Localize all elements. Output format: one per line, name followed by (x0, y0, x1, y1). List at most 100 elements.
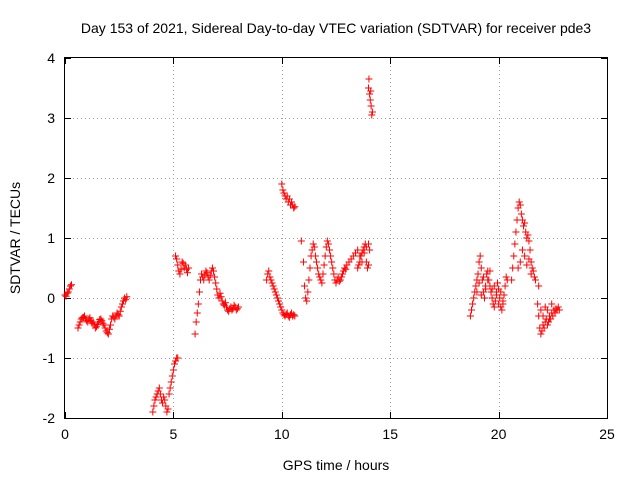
data-point (367, 102, 375, 110)
data-point (354, 264, 362, 272)
data-point (357, 252, 365, 260)
data-point (330, 270, 338, 278)
data-point (368, 111, 376, 119)
data-point (192, 318, 200, 326)
data-point (484, 276, 492, 284)
data-point (481, 294, 489, 302)
data-point (490, 282, 498, 290)
data-point (291, 312, 299, 320)
data-point (365, 75, 373, 83)
data-point (475, 279, 483, 287)
data-point (500, 291, 508, 299)
data-point (368, 108, 376, 116)
y-tick-label: -2 (43, 410, 56, 426)
x-axis-label: GPS time / hours (283, 457, 390, 473)
data-point (543, 306, 551, 314)
data-point (359, 246, 367, 254)
data-point (323, 237, 331, 245)
data-point (99, 319, 107, 327)
data-point (290, 311, 298, 319)
data-point (554, 303, 562, 311)
data-point (336, 276, 344, 284)
y-tick-label: 2 (47, 170, 55, 186)
data-point (302, 294, 310, 302)
data-point (366, 246, 374, 254)
data-point (195, 288, 203, 296)
data-point (174, 261, 182, 269)
data-point (107, 321, 115, 329)
data-point (555, 306, 563, 314)
data-point (218, 297, 226, 305)
x-tick-label: 5 (170, 426, 178, 442)
data-point (537, 306, 545, 314)
data-point (521, 219, 529, 227)
data-point (332, 279, 340, 287)
data-point (117, 303, 125, 311)
data-point (540, 324, 548, 332)
data-point (306, 264, 314, 272)
data-point (316, 273, 324, 281)
data-point (530, 273, 538, 281)
data-point (97, 315, 105, 323)
data-point (272, 291, 280, 299)
data-point (366, 90, 374, 98)
data-point (514, 264, 522, 272)
data-point (367, 87, 375, 95)
data-point (303, 297, 311, 305)
chart-title: Day 153 of 2021, Sidereal Day-to-day VTE… (81, 20, 591, 36)
data-point (363, 264, 371, 272)
tick-layer: 0 5 10 15 20 25 -2 -1 0 1 2 3 4 (43, 50, 615, 442)
data-point (64, 288, 72, 296)
data-point (123, 293, 131, 301)
data-point (86, 314, 94, 322)
data-point (267, 276, 275, 284)
data-point (472, 282, 480, 290)
data-point (324, 240, 332, 248)
data-point (312, 258, 320, 266)
data-point (474, 270, 482, 278)
data-point (118, 300, 126, 308)
data-point (169, 366, 177, 374)
data-point (150, 402, 158, 410)
data-point (176, 270, 184, 278)
data-point (521, 252, 529, 260)
data-point (543, 321, 551, 329)
data-point (329, 264, 337, 272)
data-point (194, 300, 202, 308)
data-point (216, 289, 224, 297)
data-point (499, 297, 507, 305)
data-point (501, 282, 509, 290)
data-point (193, 309, 201, 317)
data-point (511, 240, 519, 248)
data-point (288, 198, 296, 206)
data-point (526, 246, 534, 254)
data-point (520, 222, 528, 230)
data-point (230, 301, 238, 309)
data-point (356, 258, 364, 266)
data-point (167, 378, 175, 386)
data-point (492, 291, 500, 299)
data-point (290, 204, 298, 212)
data-point (277, 303, 285, 311)
data-point (305, 276, 313, 284)
data-point (111, 315, 119, 323)
data-point (355, 261, 363, 269)
data-point (539, 312, 547, 320)
data-point (233, 305, 241, 313)
data-point (208, 264, 216, 272)
y-tick-label: 3 (47, 110, 55, 126)
data-point (515, 198, 523, 206)
data-point (211, 273, 219, 281)
data-point (366, 96, 374, 104)
data-point (548, 300, 556, 308)
data-point (320, 261, 328, 269)
data-point (494, 279, 502, 287)
data-point (468, 306, 475, 314)
data-point (534, 300, 542, 308)
data-point (477, 264, 485, 272)
data-point (276, 300, 284, 308)
data-point (325, 246, 333, 254)
data-point (358, 249, 366, 257)
data-point (168, 372, 176, 380)
data-point (91, 324, 99, 332)
